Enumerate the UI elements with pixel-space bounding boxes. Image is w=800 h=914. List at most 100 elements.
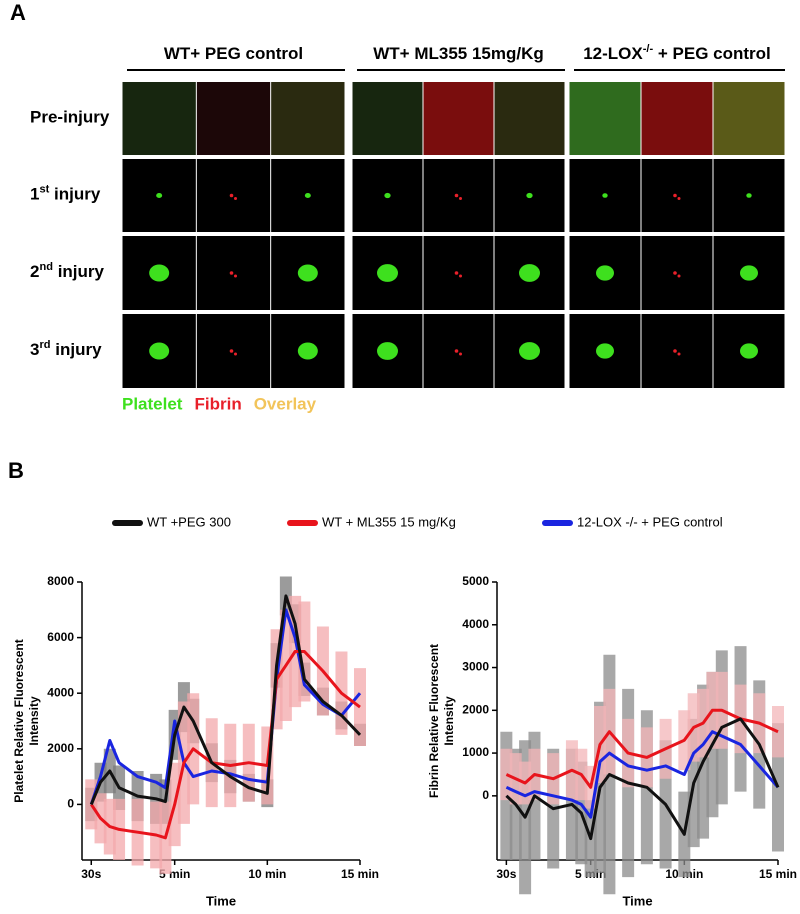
- micrograph: [423, 82, 494, 155]
- fibrin-spot: [234, 352, 237, 356]
- row-label: 3rd injury: [30, 339, 102, 360]
- micrograph: [641, 236, 713, 310]
- y-tick-label: 0: [482, 788, 489, 802]
- fibrin-spot: [677, 197, 681, 200]
- fibrin-spot: [673, 193, 677, 198]
- platelet-thrombus: [377, 342, 398, 360]
- row-label-main: Pre-injury: [30, 108, 110, 127]
- platelet-thrombus: [384, 192, 391, 199]
- legend-label: 12-LOX -/- + PEG control: [577, 514, 723, 529]
- micrograph: [423, 314, 494, 388]
- y-axis-label-line: Platelet Relative Fluorescent: [12, 639, 26, 802]
- y-axis-label-line: Intensity: [442, 696, 456, 746]
- micrograph: [196, 314, 271, 388]
- fibrin-spot: [229, 349, 234, 353]
- row-label-main: 3: [30, 340, 39, 359]
- y-axis-label-line: Intensity: [27, 696, 41, 746]
- y-axis-label: Fibrin Relative FluorescentIntensity: [427, 644, 456, 798]
- row-label-main: 1: [30, 185, 39, 204]
- platelet-thrombus: [740, 265, 758, 281]
- micrograph: [641, 82, 713, 155]
- platelet-thrombus: [519, 264, 540, 282]
- fibrin-spot: [454, 193, 459, 198]
- platelet-thrombus: [596, 343, 614, 359]
- fibrin-spot: [673, 271, 677, 275]
- platelet-thrombus: [156, 192, 163, 199]
- y-tick-label: 1000: [462, 745, 489, 759]
- legend-label: WT + ML355 15 mg/Kg: [322, 514, 456, 529]
- fibrin-spot: [673, 349, 677, 353]
- fibrin-spot: [454, 271, 459, 275]
- micrograph: [196, 236, 271, 310]
- column-header-sup: -/-: [643, 43, 654, 55]
- y-tick-label: 3000: [462, 660, 489, 674]
- channel-legend: Overlay: [254, 394, 317, 413]
- platelet-thrombus: [297, 264, 318, 282]
- fibrin-spot: [459, 352, 462, 356]
- channel-legend: Fibrin: [194, 394, 241, 413]
- row-label-main: 2: [30, 262, 39, 281]
- series-line: [505, 717, 780, 841]
- fibrin-spot: [459, 197, 462, 200]
- platelet-thrombus: [519, 342, 540, 360]
- series-line: [89, 594, 362, 805]
- micrograph: [569, 82, 641, 155]
- micrograph: [196, 82, 271, 155]
- platelet-thrombus: [526, 192, 533, 199]
- y-tick-label: 2000: [47, 741, 74, 755]
- column-header-main: WT+ PEG control: [164, 44, 303, 63]
- micrograph: [494, 82, 565, 155]
- x-tick-label: 10 min: [248, 867, 286, 881]
- platelet-thrombus: [602, 193, 608, 198]
- column-header-rest: + PEG control: [653, 44, 771, 63]
- column-header: WT+ ML355 15mg/Kg: [373, 44, 544, 63]
- y-tick-label: 2000: [462, 702, 489, 716]
- row-label: Pre-injury: [30, 108, 110, 127]
- x-tick-label: 30s: [496, 867, 516, 881]
- platelet-thrombus: [740, 343, 758, 359]
- micrograph: [641, 314, 713, 388]
- channel-legend: Platelet: [122, 394, 183, 413]
- platelet-thrombus: [149, 264, 170, 282]
- column-header: 12-LOX-/- + PEG control: [583, 43, 771, 64]
- column-header: WT+ PEG control: [164, 44, 303, 63]
- legend-label: WT +PEG 300: [147, 514, 231, 529]
- micrograph: [122, 82, 196, 155]
- row-label: 2nd injury: [30, 261, 105, 282]
- panel-label: B: [8, 458, 24, 483]
- x-axis-label: Time: [206, 893, 236, 908]
- row-label-rest: injury: [53, 262, 105, 281]
- row-label-sup: rd: [39, 339, 50, 351]
- micrograph: [196, 159, 271, 232]
- y-axis-label-line: Fibrin Relative Fluorescent: [427, 644, 441, 798]
- platelet-thrombus: [746, 193, 752, 198]
- y-tick-label: 4000: [47, 685, 74, 699]
- micrograph: [271, 82, 345, 155]
- fibrin-spot: [454, 349, 459, 353]
- platelet-thrombus: [304, 192, 311, 199]
- fibrin-spot: [677, 274, 681, 278]
- x-tick-label: 30s: [81, 867, 101, 881]
- platelet-thrombus: [377, 264, 398, 282]
- row-label-sup: nd: [39, 261, 53, 273]
- row-label-rest: injury: [49, 185, 101, 204]
- y-tick-label: 5000: [462, 574, 489, 588]
- fibrin-spot: [229, 271, 234, 275]
- fibrin-spot: [229, 193, 234, 198]
- fibrin-spot: [234, 197, 237, 200]
- micrograph: [352, 82, 423, 155]
- x-tick-label: 15 min: [759, 867, 797, 881]
- row-label-rest: injury: [51, 340, 103, 359]
- y-tick-label: 8000: [47, 574, 74, 588]
- x-tick-label: 15 min: [341, 867, 379, 881]
- micrograph: [423, 159, 494, 232]
- row-label: 1st injury: [30, 183, 101, 204]
- column-header-main: WT+ ML355 15mg/Kg: [373, 44, 544, 63]
- platelet-thrombus: [149, 342, 170, 360]
- fibrin-spot: [234, 274, 237, 278]
- panel-label: A: [10, 0, 26, 25]
- row-label-sup: st: [39, 183, 49, 195]
- y-axis-label: Platelet Relative FluorescentIntensity: [12, 639, 41, 802]
- micrograph: [713, 82, 785, 155]
